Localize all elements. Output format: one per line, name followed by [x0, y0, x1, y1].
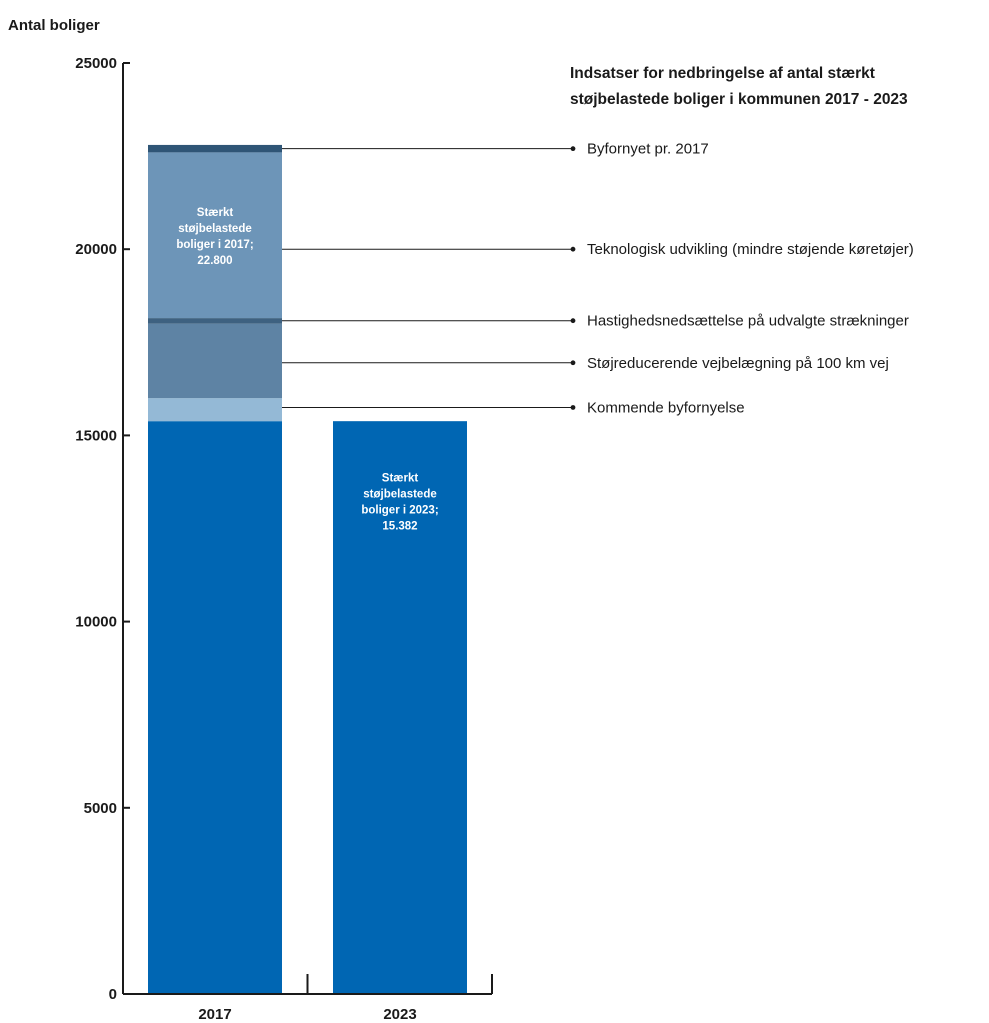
- annotation-label: Teknologisk udvikling (mindre støjende k…: [587, 241, 914, 258]
- bar-segment-2017-kommende: [148, 398, 282, 422]
- bar-segment-2017-base: [148, 421, 282, 994]
- chart-title-line-2: støjbelastede boliger i kommunen 2017 - …: [570, 91, 908, 108]
- annotation-dot: [570, 318, 576, 324]
- bar-segment-2017-teknologi: [148, 152, 282, 319]
- annotation-dot: [570, 146, 576, 152]
- bar-label-2023-line-4: 15.382: [382, 520, 417, 532]
- y-tick-label-20000: 20000: [75, 241, 117, 258]
- annotation-label: Kommende byfornyelse: [587, 399, 745, 416]
- bar-label-2023-line-1: Stærkt: [382, 472, 419, 484]
- annotation-label: Støjreducerende vejbelægning på 100 km v…: [587, 355, 889, 372]
- bar-label-2023-line-2: støjbelastede: [363, 488, 437, 500]
- y-tick-label-25000: 25000: [75, 55, 117, 72]
- x-tick-label-2023: 2023: [383, 1006, 416, 1023]
- y-tick-label-0: 0: [109, 986, 117, 1003]
- bar-label-2017-line-3: boliger i 2017;: [176, 239, 253, 251]
- y-axis-label: Antal boliger: [8, 17, 100, 34]
- bar-label-2017-line-4: 22.800: [197, 255, 232, 267]
- bar-segment-2017-hastighed: [148, 318, 282, 324]
- chart-title-line-1: Indsatser for nedbringelse af antal stær…: [570, 65, 875, 82]
- y-tick-label-5000: 5000: [84, 800, 117, 817]
- bar-label-2023-line-3: boliger i 2023;: [361, 504, 438, 516]
- bar-segment-2017-byfornyet: [148, 144, 282, 153]
- annotation-label: Byfornyet pr. 2017: [587, 141, 709, 158]
- annotation-dot: [570, 405, 576, 410]
- bar-label-2017-line-2: støjbelastede: [178, 223, 252, 235]
- annotation-dot: [570, 246, 576, 252]
- bar-label-2017-line-1: Stærkt: [197, 207, 234, 219]
- x-tick-label-2017: 2017: [198, 1006, 231, 1023]
- annotation-label: Hastighedsnedsættelse på udvalgte strækn…: [587, 313, 909, 330]
- y-tick-label-10000: 10000: [75, 614, 117, 631]
- bar-segment-2017-vejbelaegning: [148, 323, 282, 399]
- plot-area: Byfornyet pr. 2017 Teknologisk udvikling …: [75, 55, 914, 1023]
- y-tick-label-15000: 15000: [75, 427, 117, 444]
- bar-segment-2023-base: [333, 421, 467, 994]
- annotation-dot: [570, 360, 576, 366]
